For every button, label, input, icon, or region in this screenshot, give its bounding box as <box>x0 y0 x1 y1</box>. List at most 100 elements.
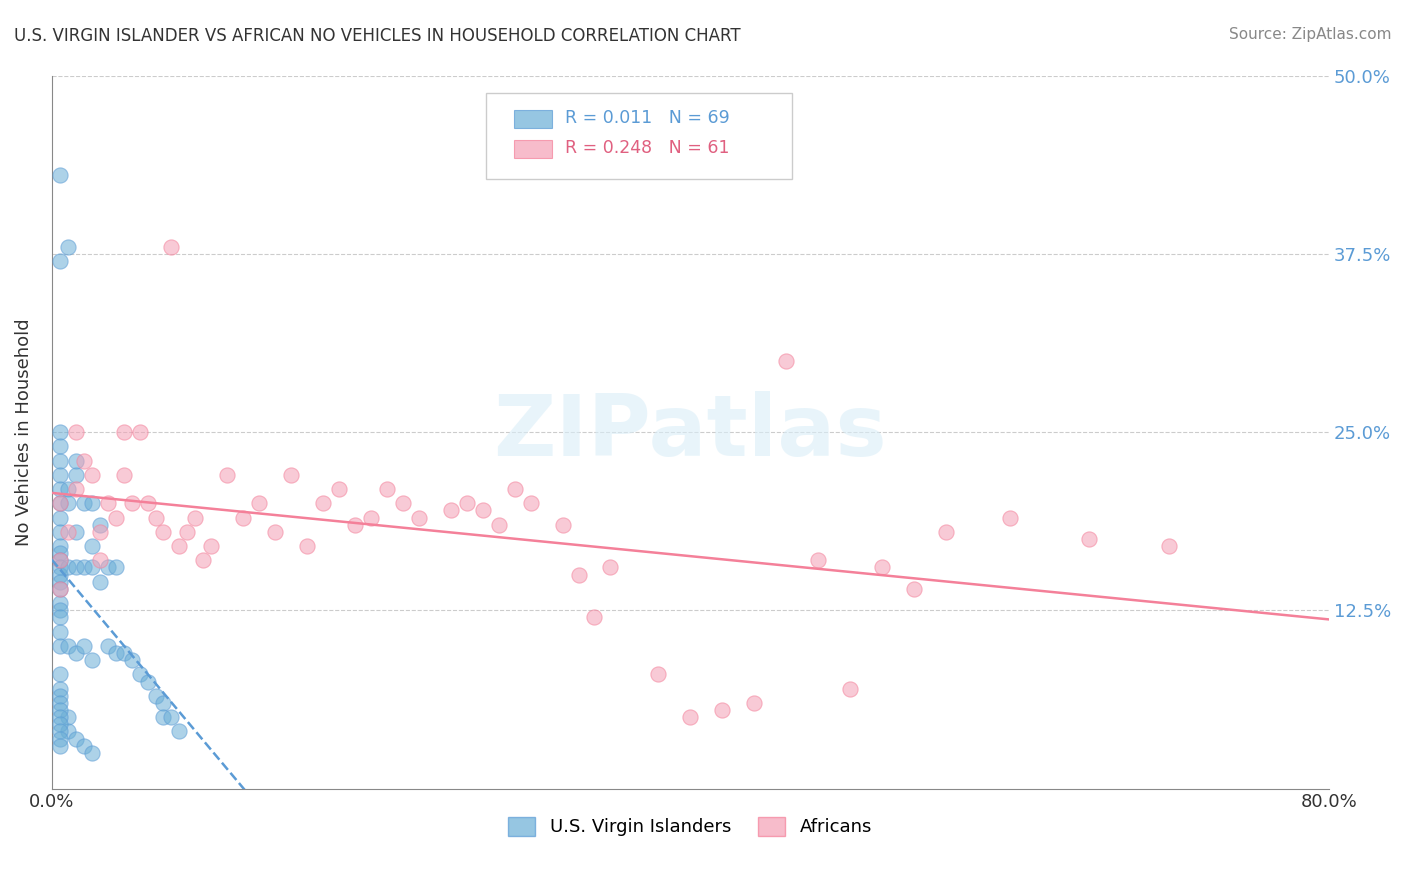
Point <box>903 582 925 596</box>
Point <box>73 496 96 510</box>
Point <box>136 674 159 689</box>
Point <box>503 482 526 496</box>
Point <box>247 496 270 510</box>
Point <box>193 553 215 567</box>
Point <box>48 567 70 582</box>
Point <box>136 496 159 510</box>
Point <box>89 574 111 589</box>
Point <box>184 510 207 524</box>
Point <box>48 539 70 553</box>
Point <box>73 453 96 467</box>
Point <box>48 524 70 539</box>
Point <box>65 482 87 496</box>
Point <box>97 560 120 574</box>
FancyBboxPatch shape <box>515 110 553 128</box>
Point <box>48 582 70 596</box>
Point <box>65 524 87 539</box>
Text: U.S. VIRGIN ISLANDER VS AFRICAN NO VEHICLES IN HOUSEHOLD CORRELATION CHART: U.S. VIRGIN ISLANDER VS AFRICAN NO VEHIC… <box>14 27 741 45</box>
Point <box>73 560 96 574</box>
Point <box>80 539 103 553</box>
Point <box>48 739 70 753</box>
FancyBboxPatch shape <box>515 140 553 158</box>
Text: R = 0.248   N = 61: R = 0.248 N = 61 <box>565 139 730 157</box>
Point <box>48 496 70 510</box>
Point <box>176 524 198 539</box>
Point <box>160 240 183 254</box>
Point <box>599 560 621 574</box>
Point <box>89 524 111 539</box>
Point <box>775 353 797 368</box>
Point <box>65 425 87 439</box>
Point <box>807 553 830 567</box>
Point <box>998 510 1021 524</box>
Point <box>48 624 70 639</box>
Point <box>56 560 79 574</box>
Point <box>295 539 318 553</box>
Point <box>89 553 111 567</box>
Point <box>121 496 143 510</box>
Point <box>56 524 79 539</box>
Text: Source: ZipAtlas.com: Source: ZipAtlas.com <box>1229 27 1392 42</box>
Point <box>48 731 70 746</box>
Point <box>104 510 127 524</box>
Point <box>48 553 70 567</box>
Point <box>328 482 350 496</box>
Point <box>48 681 70 696</box>
Point <box>97 639 120 653</box>
Point <box>48 510 70 524</box>
Point <box>1078 532 1101 546</box>
Point <box>48 717 70 731</box>
Point <box>97 496 120 510</box>
Point <box>48 724 70 739</box>
Point <box>440 503 463 517</box>
Point <box>551 517 574 532</box>
Point <box>128 425 150 439</box>
Point <box>56 724 79 739</box>
Point <box>935 524 957 539</box>
Point <box>73 739 96 753</box>
Point <box>48 596 70 610</box>
Point <box>48 667 70 681</box>
Point <box>128 667 150 681</box>
Point <box>104 646 127 660</box>
Point <box>48 710 70 724</box>
Point <box>112 467 135 482</box>
Point <box>471 503 494 517</box>
Point <box>200 539 222 553</box>
Point <box>456 496 478 510</box>
Point <box>112 425 135 439</box>
Point <box>48 553 70 567</box>
Point <box>80 653 103 667</box>
Point <box>65 467 87 482</box>
Point <box>48 703 70 717</box>
Point <box>56 710 79 724</box>
Point <box>48 610 70 624</box>
Point <box>679 710 702 724</box>
Point <box>48 253 70 268</box>
Point <box>56 639 79 653</box>
Point <box>264 524 287 539</box>
Point <box>65 560 87 574</box>
Point <box>160 710 183 724</box>
Point <box>48 689 70 703</box>
Point <box>169 724 191 739</box>
Point <box>48 696 70 710</box>
Point <box>360 510 382 524</box>
Point <box>80 467 103 482</box>
Point <box>488 517 510 532</box>
Point <box>48 546 70 560</box>
Point <box>73 639 96 653</box>
Point <box>112 646 135 660</box>
Point <box>80 496 103 510</box>
Point <box>280 467 302 482</box>
Point <box>217 467 239 482</box>
Point <box>48 453 70 467</box>
Point <box>392 496 415 510</box>
Point <box>56 482 79 496</box>
Point <box>89 517 111 532</box>
Point <box>48 425 70 439</box>
Point <box>65 646 87 660</box>
Point <box>48 560 70 574</box>
Point <box>742 696 765 710</box>
FancyBboxPatch shape <box>486 94 793 179</box>
